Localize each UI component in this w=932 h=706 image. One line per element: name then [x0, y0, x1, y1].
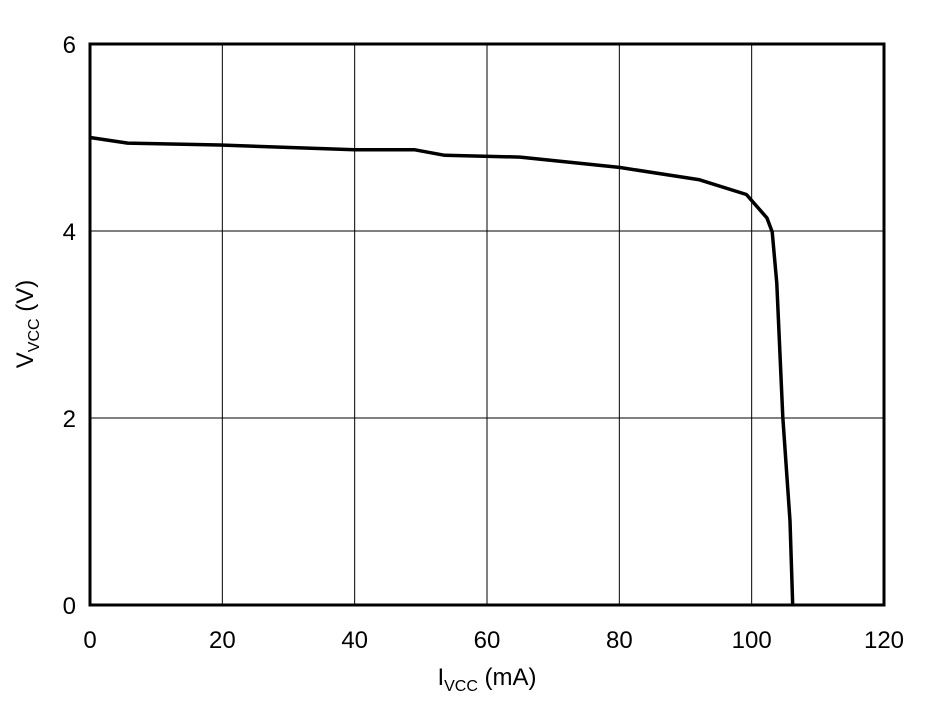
- plot-frame: [88, 42, 886, 607]
- x-tick-label: 80: [606, 627, 633, 654]
- y-tick-label: 0: [63, 593, 76, 620]
- y-tick-label: 4: [63, 219, 76, 246]
- x-tick-label: 20: [209, 627, 236, 654]
- x-tick-label: 40: [341, 627, 368, 654]
- x-tick-label: 0: [83, 627, 96, 654]
- tick-labels: 0 20 40 60 80 100 120 0 2 4 6: [63, 32, 904, 654]
- y-tick-label: 6: [63, 32, 76, 59]
- y-tick-label: 2: [63, 406, 76, 433]
- x-tick-label: 120: [864, 627, 904, 654]
- x-tick-label: 100: [732, 627, 772, 654]
- x-tick-label: 60: [474, 627, 501, 654]
- series-line: [89, 135, 795, 606]
- grid: [89, 43, 885, 606]
- x-axis-label: IVCC (mA): [437, 664, 536, 695]
- y-axis-label: VVCC (V): [12, 280, 43, 368]
